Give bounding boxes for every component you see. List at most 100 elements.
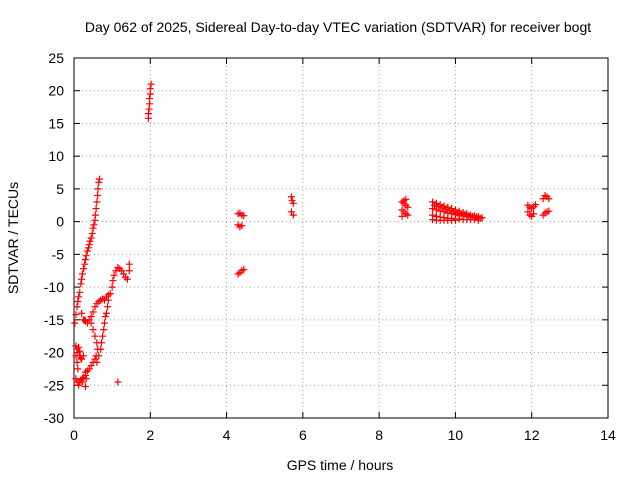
data-point — [101, 319, 109, 327]
data-point — [455, 215, 463, 223]
data-point — [289, 211, 297, 219]
data-point — [144, 110, 152, 118]
data-point — [81, 383, 89, 391]
data-point — [72, 375, 80, 383]
data-point — [94, 185, 102, 193]
data-point — [446, 207, 454, 215]
data-point — [75, 381, 83, 389]
data-point — [92, 205, 100, 213]
data-point — [81, 256, 89, 264]
data-point — [469, 212, 477, 220]
x-tick-label: 10 — [448, 427, 464, 443]
data-point — [83, 247, 91, 255]
data-point — [402, 195, 410, 203]
data-point — [434, 203, 442, 211]
x-tick-label: 14 — [600, 427, 616, 443]
data-point — [95, 352, 103, 360]
data-point — [75, 293, 83, 301]
data-point — [81, 260, 89, 268]
data-point — [101, 313, 109, 321]
data-point — [450, 208, 458, 216]
data-point — [530, 210, 538, 218]
data-point — [74, 297, 82, 305]
y-tick-label: 10 — [48, 148, 64, 164]
data-point — [240, 212, 248, 220]
data-point — [461, 210, 469, 218]
y-tick-label: -10 — [44, 279, 64, 295]
data-point — [84, 244, 92, 252]
data-point — [93, 198, 101, 206]
y-tick-label: -20 — [44, 345, 64, 361]
data-point — [108, 283, 116, 291]
y-tick-label: -15 — [44, 312, 64, 328]
y-axis-label: SDTVAR / TECUs — [5, 182, 21, 294]
data-point — [146, 85, 154, 93]
data-point — [89, 224, 97, 232]
data-point — [123, 275, 131, 283]
data-point — [72, 311, 80, 319]
chart-title: Day 062 of 2025, Sidereal Day-to-day VTE… — [85, 19, 591, 35]
data-point — [545, 195, 553, 203]
data-point — [74, 365, 82, 373]
data-point — [125, 260, 133, 268]
x-tick-label: 0 — [70, 427, 78, 443]
data-point — [238, 222, 246, 230]
data-point — [404, 211, 412, 219]
data-point — [451, 216, 459, 224]
data-point — [100, 326, 108, 334]
y-tick-label: 15 — [48, 115, 64, 131]
data-point — [80, 373, 88, 381]
data-point — [102, 309, 110, 317]
x-tick-label: 8 — [375, 427, 383, 443]
data-point — [78, 275, 86, 283]
data-point — [91, 332, 99, 340]
data-point — [289, 199, 297, 207]
data-point — [87, 234, 95, 242]
data-point — [83, 367, 91, 375]
y-tick-label: -30 — [44, 410, 64, 426]
data-point — [80, 352, 88, 360]
data-point — [438, 204, 446, 212]
data-point — [96, 175, 104, 183]
data-point — [76, 347, 84, 355]
grid — [74, 58, 608, 418]
data-point — [97, 345, 105, 353]
data-point — [532, 201, 540, 209]
data-point — [147, 80, 155, 88]
data-point — [73, 358, 81, 366]
data-point — [110, 271, 118, 279]
data-point — [95, 178, 103, 186]
data-point — [114, 378, 122, 386]
data-point — [457, 210, 465, 218]
data-point — [77, 280, 85, 288]
data-point — [94, 191, 102, 199]
data-point — [91, 211, 99, 219]
y-tick-label: 0 — [56, 214, 64, 230]
x-tick-label: 4 — [223, 427, 231, 443]
data-point — [106, 290, 114, 298]
x-tick-label: 12 — [524, 427, 540, 443]
x-tick-label: 2 — [146, 427, 154, 443]
y-tick-label: 5 — [56, 181, 64, 197]
x-axis-label: GPS time / hours — [287, 457, 394, 473]
data-point — [240, 265, 248, 273]
data-point — [104, 303, 112, 311]
data-point — [442, 205, 450, 213]
data-points — [71, 80, 553, 391]
data-point — [71, 319, 79, 327]
data-point — [76, 288, 84, 296]
y-tick-label: 20 — [48, 83, 64, 99]
data-point — [87, 319, 95, 327]
data-point — [287, 193, 295, 201]
x-tick-label: 6 — [299, 427, 307, 443]
data-point — [465, 212, 473, 220]
data-point — [146, 95, 154, 103]
data-point — [82, 252, 90, 260]
data-point — [430, 201, 438, 209]
data-point — [88, 229, 96, 237]
data-point — [86, 237, 94, 245]
y-tick-label: -5 — [52, 246, 65, 262]
data-point — [75, 343, 83, 351]
data-point — [109, 277, 117, 285]
data-point — [87, 313, 95, 321]
